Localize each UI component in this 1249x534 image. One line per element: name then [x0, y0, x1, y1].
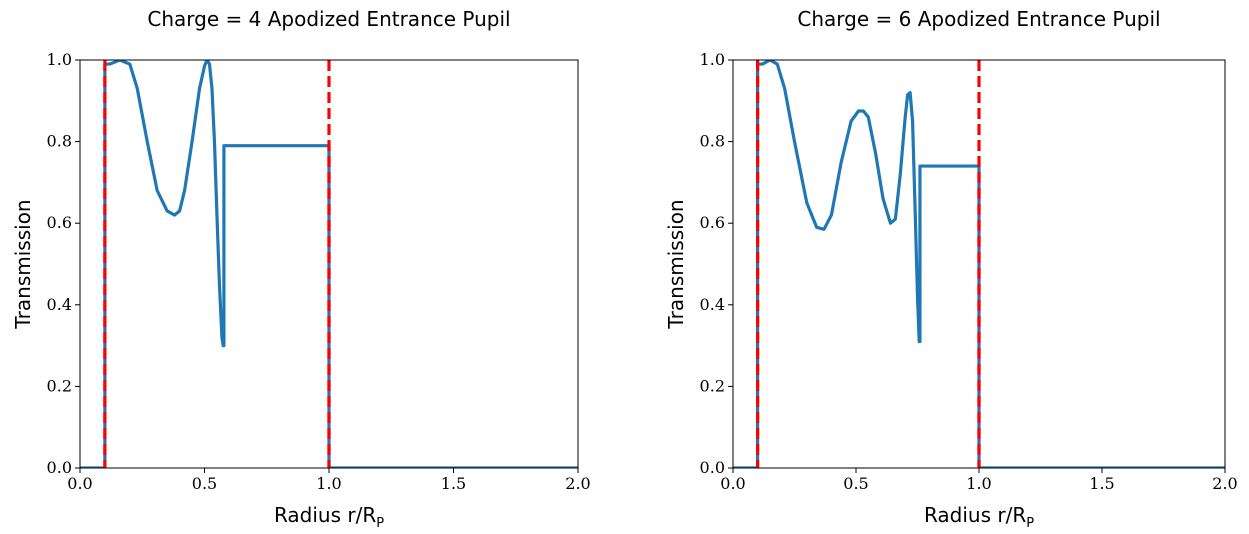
x-tick-label: 2.0 [1212, 474, 1237, 493]
x-axis-label-subscript: P [376, 516, 384, 529]
y-tick-label: 0.4 [47, 295, 72, 314]
y-tick-label: 0.2 [47, 376, 72, 395]
x-axis-label-main: Radius r/R [274, 503, 376, 527]
x-tick-label: 2.0 [565, 474, 590, 493]
chart-title: Charge = 4 Apodized Entrance Pupil [147, 7, 510, 31]
plot-area [732, 59, 1226, 469]
x-tick-label: 1.5 [441, 474, 466, 493]
plot-area [79, 59, 579, 469]
x-axis-label: Radius r/RP [274, 503, 384, 529]
x-tick-label: 0.0 [720, 474, 745, 493]
y-tick-label: 0.4 [700, 295, 725, 314]
plot-frame [79, 59, 579, 469]
ticks: 0.0 0.5 1.0 1.5 2.0 0.0 0.2 0.4 0.6 0.8 1.0 [700, 50, 1238, 493]
y-tick-label: 1.0 [47, 50, 72, 69]
y-tick-label: 0.0 [700, 458, 725, 477]
y-tick-label: 0.2 [700, 376, 725, 395]
series-line [80, 60, 578, 468]
chart-right: Charge = 6 Apodized Entrance Pupil Trans… [664, 7, 1238, 531]
y-axis-label: Transmission [11, 199, 35, 329]
y-tick-label: 0.6 [47, 213, 72, 232]
x-axis-label-subscript: P [1026, 516, 1034, 529]
x-tick-label: 1.0 [966, 474, 991, 493]
y-tick-label: 0.6 [700, 213, 725, 232]
y-tick-label: 1.0 [700, 50, 725, 69]
x-tick-label: 0.5 [843, 474, 868, 493]
plot-content [733, 60, 1225, 468]
x-tick-label: 0.5 [192, 474, 217, 493]
y-tick-label: 0.8 [47, 132, 72, 151]
plot-content [80, 60, 578, 468]
chart-left: Charge = 4 Apodized Entrance Pupil Trans… [11, 7, 591, 531]
chart-title: Charge = 6 Apodized Entrance Pupil [797, 7, 1160, 31]
x-tick-label: 1.0 [316, 474, 341, 493]
y-tick-label: 0.0 [47, 458, 72, 477]
x-axis-label-main: Radius r/R [924, 503, 1026, 527]
ticks: 0.0 0.5 1.0 1.5 2.0 0.0 0.2 0.4 0.6 0.8 1.0 [47, 50, 591, 493]
x-tick-label: 1.5 [1089, 474, 1114, 493]
x-tick-label: 0.0 [67, 474, 92, 493]
plot-frame [732, 59, 1226, 469]
y-tick-label: 0.8 [700, 132, 725, 151]
y-axis-label: Transmission [664, 199, 688, 329]
series-line [733, 60, 1225, 468]
x-axis-label: Radius r/RP [924, 503, 1034, 529]
